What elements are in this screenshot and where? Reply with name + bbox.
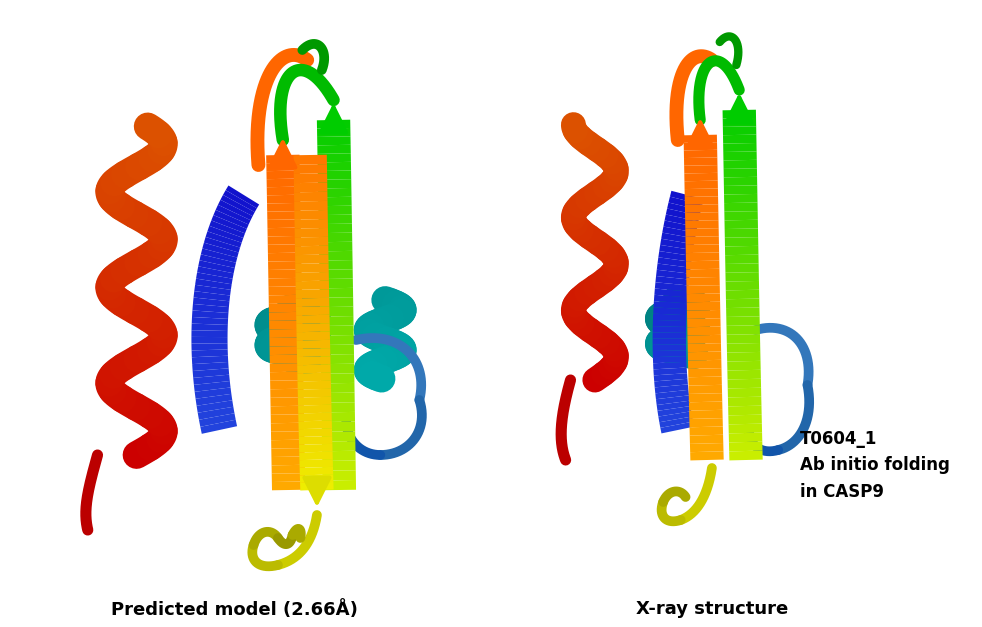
Text: X-ray structure: X-ray structure	[635, 600, 788, 618]
Text: T0604_1
Ab initio folding
in CASP9: T0604_1 Ab initio folding in CASP9	[799, 430, 950, 501]
Text: Predicted model (2.66Å): Predicted model (2.66Å)	[111, 600, 357, 619]
